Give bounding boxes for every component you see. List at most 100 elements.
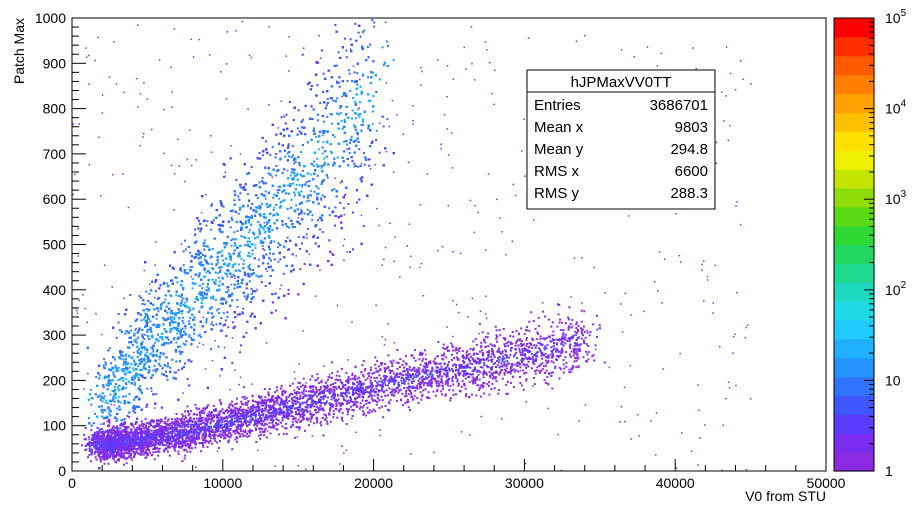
heatmap-cell	[237, 195, 240, 198]
heatmap-cell	[338, 85, 341, 88]
heatmap-cell	[302, 118, 305, 121]
heatmap-cell	[174, 276, 177, 279]
heatmap-cell	[269, 259, 272, 262]
heatmap-cell	[320, 49, 323, 52]
heatmap-cell	[250, 287, 253, 290]
heatmap-cell	[343, 207, 346, 210]
heatmap-cell	[265, 182, 268, 185]
heatmap-cell	[346, 79, 349, 82]
heatmap-cell	[235, 178, 238, 181]
heatmap-cell	[187, 320, 190, 323]
heatmap-cell	[353, 124, 356, 127]
heatmap-cell	[106, 415, 109, 418]
heatmap-cell	[255, 274, 258, 277]
heatmap-cell	[232, 238, 235, 241]
heatmap-cell	[246, 243, 249, 246]
heatmap-cell	[266, 223, 269, 226]
heatmap-cell	[321, 134, 324, 137]
heatmap-cell	[250, 292, 253, 295]
heatmap-cell	[335, 64, 338, 67]
heatmap-cell	[142, 318, 145, 321]
heatmap-cell	[184, 362, 187, 365]
heatmap-cell	[275, 153, 278, 156]
heatmap-cell	[362, 152, 365, 155]
heatmap-cell	[124, 386, 127, 389]
heatmap-cell	[155, 354, 158, 357]
heatmap-cell	[337, 51, 340, 54]
heatmap-cell	[300, 190, 303, 193]
heatmap-cell	[351, 109, 354, 112]
heatmap-cell	[105, 363, 108, 366]
heatmap-cell	[177, 329, 180, 332]
heatmap-cell	[262, 247, 265, 250]
heatmap-cell	[239, 186, 242, 189]
heatmap-cell	[301, 144, 304, 147]
heatmap-cell	[355, 165, 358, 168]
heatmap-cell	[201, 253, 204, 256]
heatmap-cell	[217, 261, 220, 264]
heatmap-cell	[359, 164, 362, 167]
heatmap-cell	[108, 347, 111, 350]
heatmap-cell	[117, 321, 120, 324]
heatmap-cell	[98, 405, 101, 408]
heatmap-cell	[90, 403, 93, 406]
heatmap-cell	[146, 330, 149, 333]
heatmap-cell	[239, 270, 242, 273]
heatmap-cell	[132, 369, 135, 372]
heatmap-cell	[240, 257, 243, 260]
heatmap-cell	[355, 117, 358, 120]
heatmap-cell	[128, 336, 131, 339]
heatmap-cell	[288, 192, 291, 195]
heatmap-cell	[318, 164, 321, 167]
heatmap-cell	[203, 297, 206, 300]
heatmap-cell	[152, 323, 155, 326]
heatmap-cell	[232, 273, 235, 276]
heatmap-cell	[221, 249, 224, 252]
heatmap-cell	[179, 345, 182, 348]
heatmap-cell	[351, 117, 354, 120]
heatmap-cell	[232, 321, 235, 324]
heatmap-cell	[358, 116, 361, 119]
heatmap-cell	[182, 334, 185, 337]
heatmap-cell	[371, 110, 374, 113]
heatmap-cell	[181, 312, 184, 315]
heatmap-cell	[259, 205, 262, 208]
heatmap-cell	[356, 72, 359, 75]
heatmap-cell	[321, 164, 324, 167]
heatmap-cell	[176, 332, 179, 335]
heatmap-cell	[203, 248, 206, 251]
heatmap-cell	[106, 402, 109, 405]
heatmap-cell	[170, 316, 173, 319]
heatmap-cell	[189, 251, 192, 254]
heatmap-cell	[334, 206, 337, 209]
heatmap-cell	[301, 53, 304, 56]
heatmap-cell	[309, 173, 312, 176]
heatmap-cell	[336, 97, 339, 100]
heatmap-cell	[209, 348, 212, 351]
heatmap-cell	[375, 139, 378, 142]
heatmap-cell	[151, 353, 154, 356]
heatmap-cell	[293, 194, 296, 197]
heatmap-cell	[386, 118, 389, 121]
heatmap-cell	[301, 169, 304, 172]
heatmap-cell	[338, 81, 341, 84]
heatmap-cell	[181, 320, 184, 323]
heatmap-cell	[149, 320, 152, 323]
heatmap-cell	[285, 113, 288, 116]
heatmap-cell	[162, 353, 165, 356]
heatmap-cell	[211, 247, 214, 250]
heatmap-cell	[205, 271, 208, 274]
heatmap-cell	[294, 243, 297, 246]
heatmap-cell	[221, 277, 224, 280]
heatmap-cell	[119, 408, 122, 411]
heatmap-cell	[245, 287, 248, 290]
heatmap-cell	[180, 336, 183, 339]
heatmap-cell	[141, 302, 144, 305]
heatmap-cell	[273, 240, 276, 243]
heatmap-cell	[264, 197, 267, 200]
heatmap-cell	[273, 206, 276, 209]
heatmap-cell	[312, 164, 315, 167]
heatmap-cell	[279, 258, 282, 261]
heatmap-cell	[249, 245, 252, 248]
